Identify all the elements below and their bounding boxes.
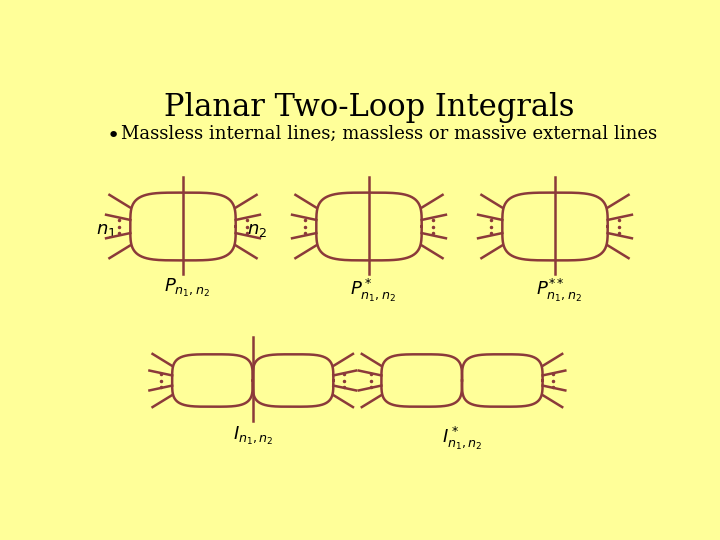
Polygon shape: [462, 354, 543, 407]
Polygon shape: [253, 354, 333, 407]
Polygon shape: [172, 354, 253, 407]
Polygon shape: [382, 354, 462, 407]
Polygon shape: [503, 193, 608, 260]
Text: $P^*_{n_1,n_2}$: $P^*_{n_1,n_2}$: [350, 276, 396, 303]
Text: $P^{**}_{n_1,n_2}$: $P^{**}_{n_1,n_2}$: [536, 276, 582, 303]
Text: $n_1$: $n_1$: [96, 221, 117, 239]
Polygon shape: [316, 193, 422, 260]
Text: •: •: [107, 126, 120, 146]
Polygon shape: [130, 193, 235, 260]
Text: $I_{n_1,n_2}$: $I_{n_1,n_2}$: [233, 425, 273, 447]
Text: Massless internal lines; massless or massive external lines: Massless internal lines; massless or mas…: [121, 125, 657, 143]
Text: $P_{n_1,n_2}$: $P_{n_1,n_2}$: [164, 276, 210, 299]
Text: Planar Two-Loop Integrals: Planar Two-Loop Integrals: [163, 92, 575, 123]
Text: $I^*_{n_1,n_2}$: $I^*_{n_1,n_2}$: [442, 425, 482, 453]
Text: $n_2$: $n_2$: [246, 221, 266, 239]
